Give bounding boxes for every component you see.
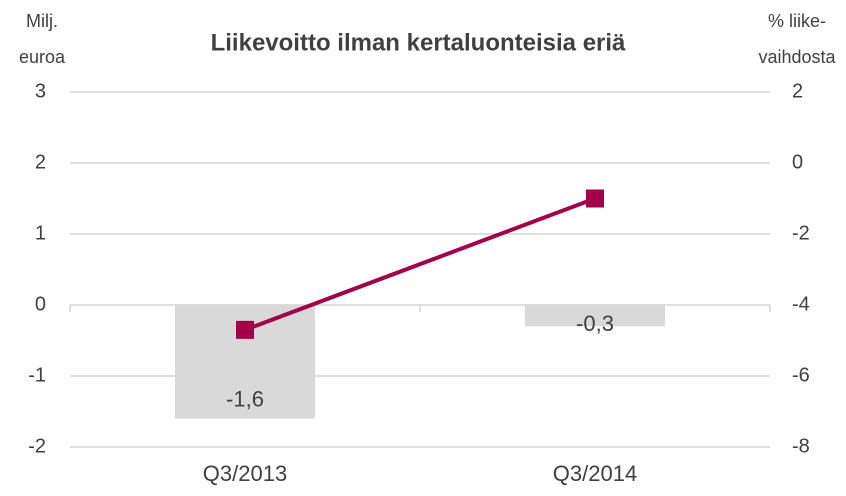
marker [586,189,604,208]
y2-axis-label: % liike- [768,11,826,31]
y2-tick-label: -6 [792,364,810,386]
marker [236,320,254,339]
y2-tick-label: -4 [792,293,810,315]
y-axis-label: Milj. [26,11,58,31]
y-axis-label: euroa [19,47,66,67]
line [244,196,596,332]
y2-tick-label: 2 [792,80,803,102]
y-tick-label: 2 [35,151,46,173]
data-label: -0,3 [576,311,614,336]
data-label: -1,6 [226,386,264,411]
y-tick-label: 0 [35,293,46,315]
y-tick-label: -2 [28,435,46,457]
y-tick-label: 1 [35,222,46,244]
x-tick-label: Q3/2013 [203,461,287,486]
bar [525,305,665,327]
y2-tick-label: 0 [792,151,803,173]
y-tick-label: 3 [35,80,46,102]
y-tick-label: -1 [28,364,46,386]
y2-tick-label: -2 [792,222,810,244]
y2-axis-label: vaihdosta [758,47,836,67]
x-tick-label: Q3/2014 [553,461,637,486]
y2-tick-label: -8 [792,435,810,457]
chart-title: Liikevoitto ilman kertaluonteisia eriä [211,29,626,56]
